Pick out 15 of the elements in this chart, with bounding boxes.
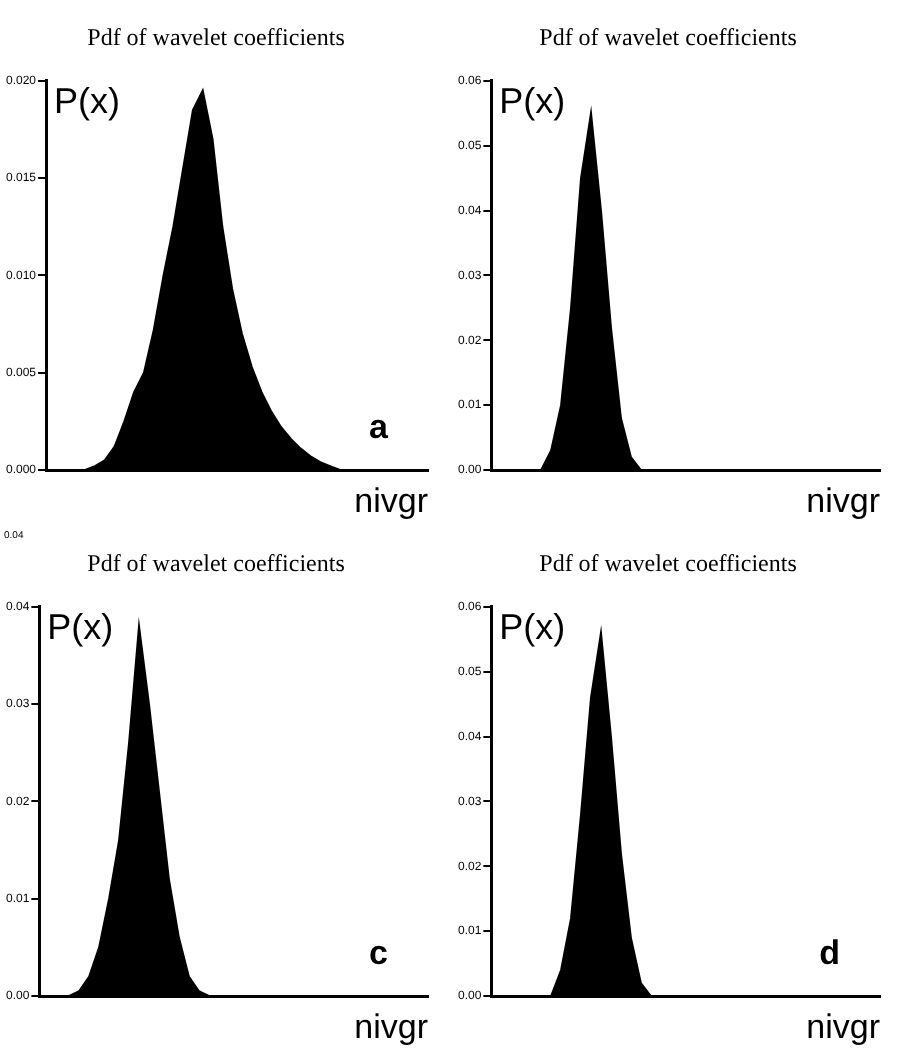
chart-title: Pdf of wavelet coefficients (87, 548, 346, 577)
y-axis-title: P(x) (499, 606, 566, 647)
x-axis-title: nivgr (354, 1008, 429, 1047)
x-axis-title: nivgr (806, 482, 881, 521)
x-axis-title: nivgr (354, 482, 429, 521)
y-axis-title: P(x) (499, 80, 566, 121)
chart-title: Pdf of wavelet coefficients (539, 548, 798, 577)
x-axis-title: nivgr (806, 1008, 881, 1047)
y-axis-title: P(x) (47, 606, 114, 647)
annotation: c (369, 934, 388, 973)
chart-title: Pdf of wavelet coefficients (87, 22, 346, 51)
chart-title: Pdf of wavelet coefficients (539, 22, 798, 51)
annotation: d (819, 934, 840, 973)
y-axis-title: P(x) (54, 80, 121, 121)
annotation: a (369, 408, 390, 447)
